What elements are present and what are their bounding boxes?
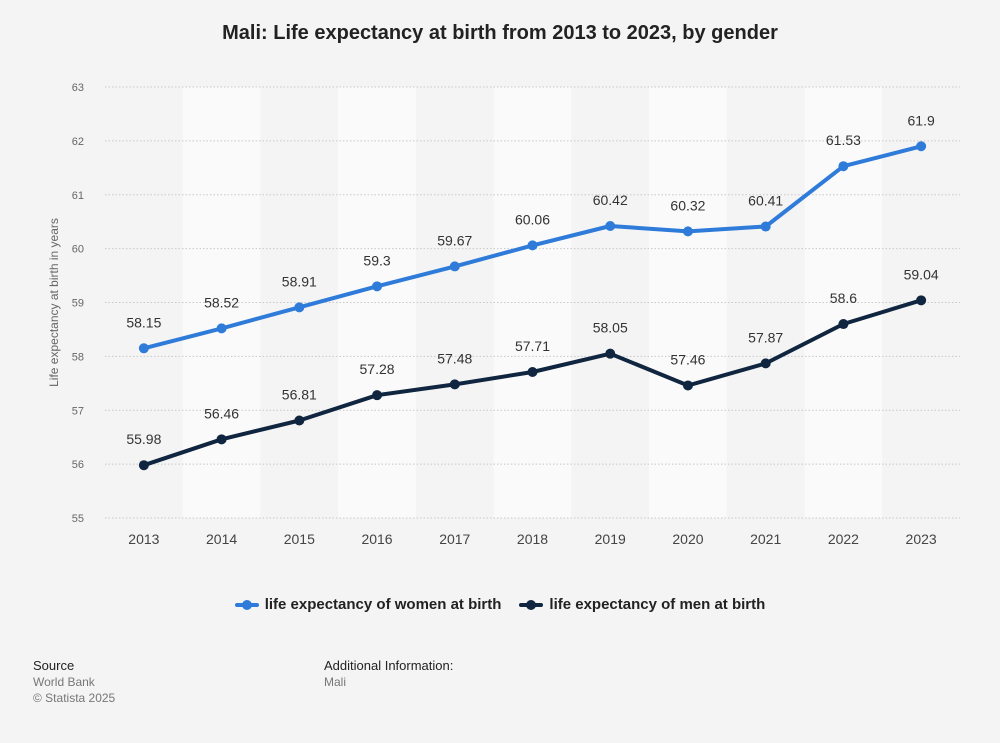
legend-swatch-men: [519, 597, 544, 613]
y-tick-label: 63: [72, 82, 84, 94]
data-point: [605, 220, 616, 231]
source-line[interactable]: World Bank: [33, 675, 95, 689]
data-point: [372, 390, 383, 401]
additional-info-block: Additional Information: Mali: [324, 658, 453, 690]
data-point: [372, 281, 383, 292]
x-tick-label: 2020: [672, 531, 703, 547]
x-tick-label: 2014: [206, 531, 237, 547]
chart-legend: life expectancy of women at birth life e…: [0, 596, 1000, 613]
x-tick-label: 2013: [128, 531, 159, 547]
data-label: 58.6: [830, 290, 857, 306]
column-band: [338, 87, 416, 518]
data-label: 59.67: [437, 232, 472, 248]
x-tick-label: 2022: [828, 531, 859, 547]
data-point: [760, 358, 771, 369]
data-label: 58.91: [282, 273, 317, 289]
data-label: 57.87: [748, 329, 783, 345]
data-point: [838, 161, 849, 172]
y-tick-label: 60: [72, 244, 84, 256]
legend-item-men[interactable]: life expectancy of men at birth: [519, 596, 765, 613]
data-point: [294, 302, 305, 313]
data-point: [682, 226, 693, 237]
data-label: 57.48: [437, 350, 472, 366]
data-label: 59.3: [363, 252, 390, 268]
x-tick-label: 2018: [517, 531, 548, 547]
y-tick-label: 55: [72, 513, 84, 525]
data-point: [916, 295, 927, 306]
x-tick-label: 2015: [284, 531, 315, 547]
data-point: [682, 380, 693, 391]
data-label: 58.52: [204, 294, 239, 310]
copyright-line: © Statista 2025: [33, 691, 116, 705]
additional-info-heading: Additional Information:: [324, 658, 454, 673]
y-tick-label: 58: [72, 351, 84, 363]
data-point: [838, 319, 849, 330]
y-tick-label: 61: [72, 190, 84, 202]
data-point: [527, 366, 538, 377]
data-label: 58.05: [593, 320, 628, 336]
y-tick-label: 57: [72, 405, 84, 417]
data-point: [916, 141, 927, 152]
x-tick-label: 2017: [439, 531, 470, 547]
data-point: [527, 240, 538, 251]
legend-swatch-women: [234, 597, 259, 613]
legend-label-men: life expectancy of men at birth: [549, 596, 766, 613]
line-chart: 55 56 57 58 59 60 61 62 63 2013 2014 2015 2016 2017 20…: [47, 82, 960, 547]
data-label: 57.28: [360, 361, 395, 377]
chart-title: Mali: Life expectancy at birth from 2013…: [222, 22, 778, 44]
legend-label-women: life expectancy of women at birth: [264, 596, 502, 613]
data-point: [216, 323, 227, 334]
data-label: 56.81: [282, 386, 317, 402]
data-point: [138, 343, 149, 354]
data-point: [294, 415, 305, 426]
data-label: 60.42: [593, 192, 628, 208]
data-label: 59.04: [904, 266, 939, 282]
data-label: 61.53: [826, 132, 861, 148]
data-label: 58.15: [126, 314, 161, 330]
data-point: [138, 460, 149, 471]
data-point: [449, 379, 460, 390]
data-label: 55.98: [126, 431, 161, 447]
data-label: 61.9: [908, 112, 935, 128]
y-tick-label: 56: [72, 459, 84, 471]
additional-info-line: Mali: [324, 675, 347, 689]
data-point: [760, 221, 771, 232]
y-tick-label: 59: [72, 298, 84, 310]
data-label: 60.32: [670, 197, 705, 213]
source-heading: Source: [33, 658, 75, 673]
x-tick-label: 2019: [595, 531, 626, 547]
data-point: [216, 434, 227, 445]
column-band: [726, 87, 805, 518]
y-tick-label: 62: [72, 136, 84, 148]
x-tick-label: 2023: [906, 531, 937, 547]
data-label: 57.46: [670, 351, 705, 367]
source-block: Source World Bank © Statista 2025: [33, 658, 115, 706]
data-point: [605, 348, 616, 359]
x-tick-label: 2016: [361, 531, 392, 547]
data-label: 60.06: [515, 211, 550, 227]
x-tick-label: 2021: [750, 531, 781, 547]
data-point: [449, 261, 460, 272]
y-axis-label: Life expectancy at birth in years: [47, 218, 61, 387]
data-label: 56.46: [204, 405, 239, 421]
legend-item-women[interactable]: life expectancy of women at birth: [234, 596, 502, 613]
data-label: 57.71: [515, 338, 550, 354]
data-label: 60.41: [748, 193, 783, 209]
